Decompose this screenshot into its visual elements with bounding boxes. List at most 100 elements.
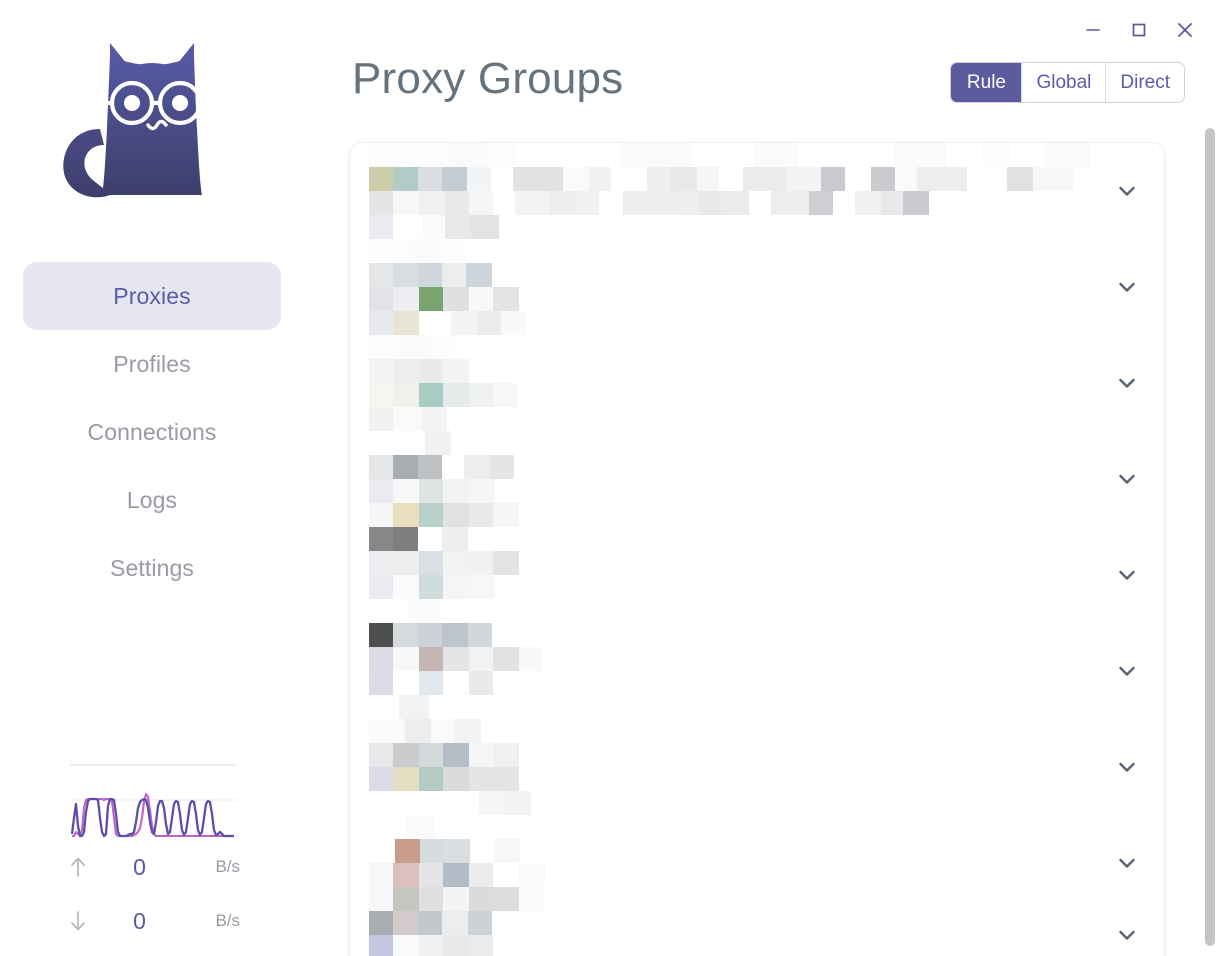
mosaic-block: [821, 167, 845, 191]
mosaic-block: [369, 599, 409, 623]
mosaic-block: [443, 503, 469, 527]
sidebar-item-connections[interactable]: Connections: [23, 398, 281, 466]
maximize-button[interactable]: [1116, 7, 1162, 53]
mosaic-block: [1007, 167, 1033, 191]
mosaic-block: [393, 575, 419, 599]
mosaic-block: [435, 815, 495, 839]
minimize-button[interactable]: [1070, 7, 1116, 53]
mosaic-block: [917, 167, 967, 191]
mosaic-block: [469, 383, 493, 407]
proxy-groups-panel[interactable]: DIRECT: [350, 143, 1164, 956]
mosaic-block: [982, 143, 1010, 167]
proxy-group-row[interactable]: [350, 911, 1164, 956]
mosaic-block: [517, 383, 547, 407]
mosaic-block: [418, 455, 442, 479]
mosaic-block: [469, 863, 493, 887]
proxy-group-row[interactable]: [350, 239, 1164, 335]
proxy-group-row[interactable]: [350, 143, 1164, 239]
mosaic-block: [443, 359, 469, 383]
mosaic-block: [451, 431, 491, 455]
mosaic-block: [369, 407, 393, 431]
mosaic-block: [620, 143, 692, 167]
vertical-scrollbar-track[interactable]: [1203, 0, 1216, 956]
mosaic-block: [492, 911, 532, 935]
chevron-down-icon[interactable]: [1090, 370, 1164, 396]
mode-button-direct[interactable]: Direct: [1106, 63, 1184, 102]
mosaic-block: [442, 911, 468, 935]
vertical-scrollbar-thumb[interactable]: [1205, 128, 1215, 946]
mosaic-line: [369, 911, 1080, 935]
mosaic-block: [369, 167, 393, 191]
proxy-group-row[interactable]: [350, 527, 1164, 623]
close-button[interactable]: [1162, 7, 1208, 53]
chevron-down-icon[interactable]: [1090, 562, 1164, 588]
chevron-down-icon[interactable]: [1090, 850, 1164, 876]
mosaic-block: [493, 503, 519, 527]
mosaic-block: [369, 455, 393, 479]
redacted-group-content: [350, 719, 1090, 815]
mosaic-block: [515, 191, 549, 215]
mosaic-block: [749, 191, 771, 215]
mosaic-block: [445, 191, 469, 215]
proxy-group-row[interactable]: [350, 623, 1164, 719]
mode-button-rule[interactable]: Rule: [951, 63, 1023, 102]
mosaic-block: [393, 887, 419, 911]
sidebar-item-logs[interactable]: Logs: [23, 466, 281, 534]
sidebar-item-settings[interactable]: Settings: [23, 534, 281, 602]
chevron-down-icon[interactable]: [1090, 274, 1164, 300]
mosaic-line: [369, 839, 1080, 863]
mosaic-block: [647, 167, 671, 191]
mosaic-block: [447, 407, 487, 431]
chevron-down-icon[interactable]: [1090, 466, 1164, 492]
sidebar-item-label: Proxies: [113, 282, 191, 309]
mosaic-line: [369, 647, 1080, 671]
mosaic-block: [419, 887, 443, 911]
mosaic-block: [468, 527, 518, 551]
close-icon: [1173, 18, 1197, 42]
mosaic-line: [369, 215, 1080, 239]
mosaic-block: [719, 167, 743, 191]
mosaic-block: [469, 359, 509, 383]
mosaic-block: [549, 191, 575, 215]
chevron-down-icon[interactable]: [1090, 178, 1164, 204]
mosaic-block: [754, 143, 798, 167]
proxy-group-row[interactable]: [350, 719, 1164, 815]
mosaic-block: [369, 839, 395, 863]
sidebar-item-proxies[interactable]: Proxies: [23, 262, 281, 330]
mosaic-block: [442, 527, 468, 551]
mosaic-block: [369, 815, 405, 839]
proxy-group-row[interactable]: [350, 431, 1164, 527]
mosaic-block: [418, 911, 442, 935]
mosaic-block: [369, 791, 479, 815]
chevron-down-icon[interactable]: [1090, 754, 1164, 780]
mosaic-block: [514, 455, 554, 479]
mode-button-global[interactable]: Global: [1022, 63, 1107, 102]
mosaic-block: [393, 551, 419, 575]
mosaic-block: [401, 335, 431, 359]
mosaic-block: [465, 239, 525, 263]
mosaic-block: [369, 887, 393, 911]
proxy-group-row[interactable]: [350, 815, 1164, 911]
mosaic-block: [393, 863, 419, 887]
mosaic-block: [393, 311, 419, 335]
mosaic-block: [519, 743, 549, 767]
proxy-group-row[interactable]: [350, 335, 1164, 431]
sidebar-item-profiles[interactable]: Profiles: [23, 330, 281, 398]
mosaic-block: [493, 887, 519, 911]
sidebar-item-label: Logs: [126, 486, 178, 513]
mosaic-block: [469, 743, 493, 767]
mosaic-block: [495, 479, 525, 503]
mosaic-block: [467, 167, 491, 191]
download-stat-row: 0 B/s: [65, 894, 240, 948]
upload-stat-row: 0 B/s: [65, 840, 240, 894]
upload-speed-value: 0: [133, 853, 146, 880]
mosaic-line: [369, 575, 1080, 599]
mosaic-block: [395, 839, 420, 863]
mosaic-block: [494, 839, 520, 863]
mosaic-block: [505, 791, 531, 815]
mosaic-block: [369, 359, 393, 383]
mosaic-block: [589, 167, 611, 191]
mosaic-line: [369, 935, 1080, 956]
chevron-down-icon[interactable]: [1090, 922, 1164, 948]
chevron-down-icon[interactable]: [1090, 658, 1164, 684]
